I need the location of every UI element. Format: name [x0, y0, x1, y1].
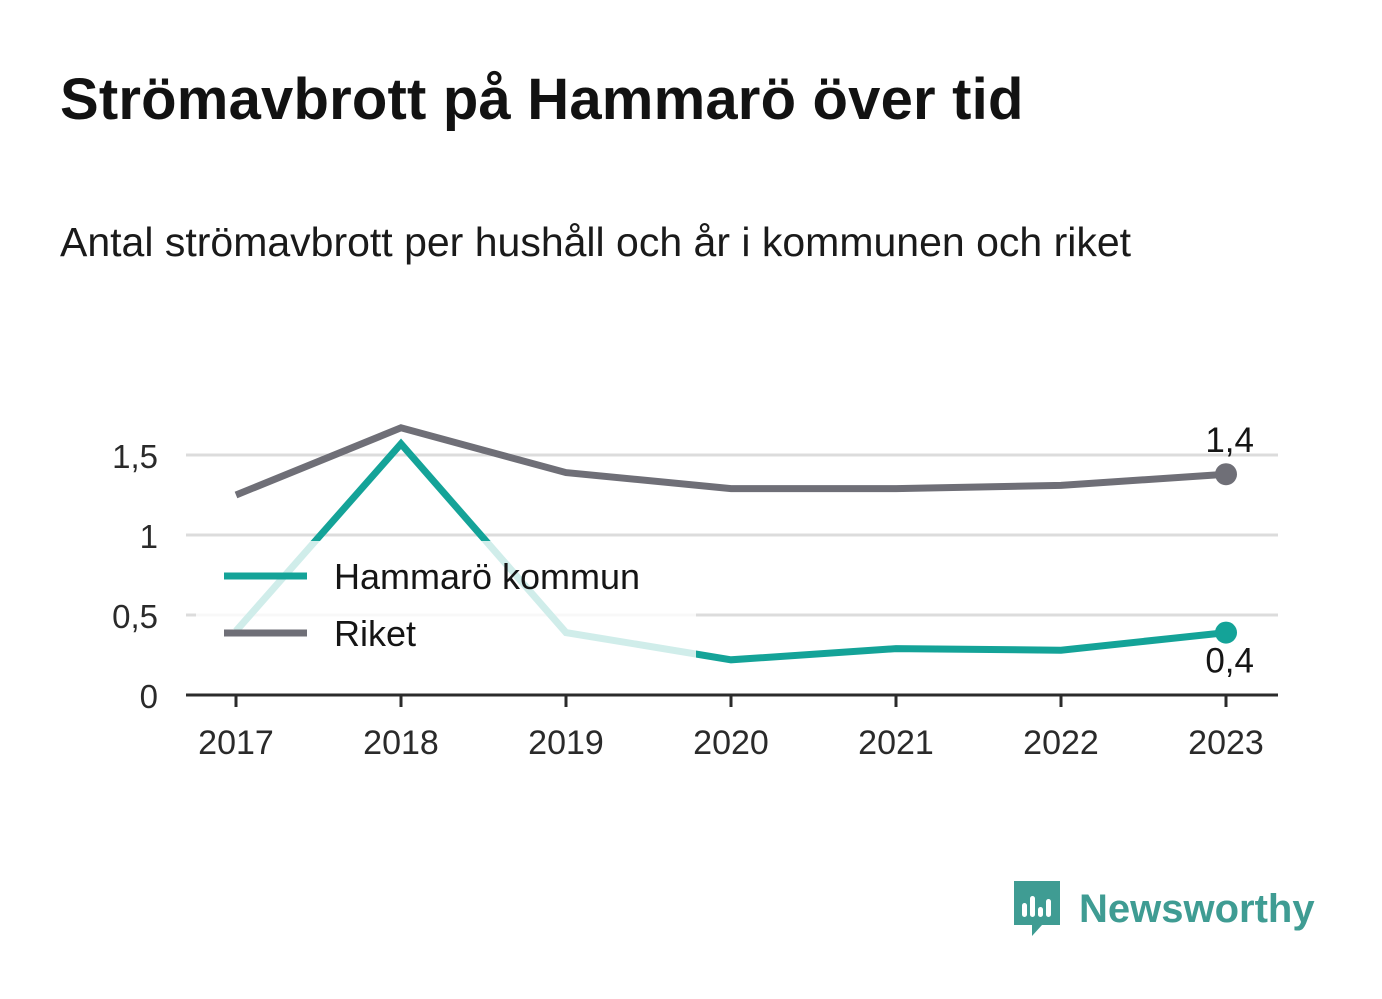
- newsworthy-logo: Newsworthy: [1011, 879, 1315, 939]
- y-tick-label: 1,5: [112, 438, 158, 475]
- bar-chart-speech-bubble-icon: [1014, 881, 1060, 936]
- series-end-marker: [1215, 463, 1237, 486]
- x-tick-label: 2017: [198, 724, 274, 762]
- x-tick-label: 2021: [858, 724, 934, 762]
- x-tick-label: 2020: [693, 724, 769, 762]
- x-axis: 2017 2018 2019 2020 2021 2022 2023: [186, 693, 1278, 762]
- x-tick-label: 2022: [1023, 724, 1099, 762]
- y-tick-label: 0: [140, 678, 158, 715]
- y-axis-ticks: 0 0,5 1 1,5: [112, 438, 158, 715]
- data-label: 1,4: [1205, 421, 1254, 460]
- y-tick-label: 1: [140, 518, 158, 555]
- x-tick-label: 2023: [1188, 724, 1264, 762]
- legend-label: Hammarö kommun: [334, 556, 640, 597]
- series-line: [233, 438, 1227, 664]
- series-end-markers: 0,4 1,4: [1205, 421, 1254, 680]
- y-tick-label: 0,5: [112, 598, 158, 635]
- series-lines: [233, 424, 1227, 664]
- legend: Hammarö kommun Riket: [196, 541, 696, 661]
- x-tick-label: 2018: [363, 724, 439, 762]
- legend-label: Riket: [334, 613, 416, 654]
- series-end-marker: [1215, 621, 1237, 644]
- chart-title: Strömavbrott på Hammarö över tid: [60, 67, 1024, 132]
- data-label: 0,4: [1205, 642, 1254, 681]
- brand-name: Newsworthy: [1079, 886, 1315, 931]
- chart-subtitle: Antal strömavbrott per hushåll och år i …: [60, 219, 1132, 265]
- legend-background: [196, 541, 696, 661]
- x-tick-label: 2019: [528, 724, 604, 762]
- series-line: [234, 424, 1227, 499]
